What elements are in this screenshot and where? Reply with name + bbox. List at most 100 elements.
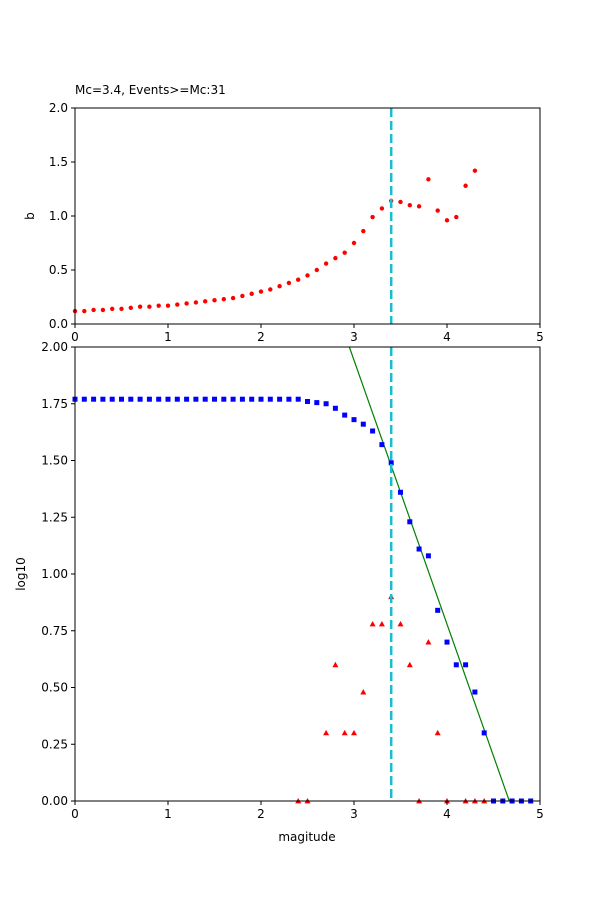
noncumulative-point — [369, 620, 376, 627]
cumulative-point — [119, 396, 124, 402]
b-value-point — [407, 203, 412, 208]
b-plot-title: Mc=3.4, Events>=Mc:31 — [75, 83, 226, 97]
y-tick-label: 0.75 — [41, 624, 68, 638]
y-tick-label: 1.00 — [41, 567, 68, 581]
b-value-point — [258, 289, 264, 294]
b-value-point — [416, 204, 422, 209]
x-tick-label: 5 — [536, 807, 544, 821]
cumulative-point — [239, 396, 245, 402]
cumulative-point — [407, 519, 413, 525]
cumulative-point — [174, 396, 180, 402]
noncumulative-point — [341, 729, 348, 736]
x-tick-label: 3 — [350, 330, 358, 344]
b-value-point — [249, 291, 254, 296]
cumulative-point — [184, 396, 190, 402]
cumulative-point — [258, 396, 264, 402]
b-value-point — [137, 304, 143, 309]
y-tick-label: 2.00 — [41, 340, 68, 354]
cumulative-point — [137, 396, 143, 402]
cumulative-point — [388, 460, 394, 466]
cumulative-point — [370, 428, 376, 434]
b-value-point — [342, 250, 347, 255]
fmd-plot-y-ticks: 0.00 0.25 0.50 0.75 1.00 1.25 1.50 1.75 2.00 — [41, 340, 75, 808]
b-value-point — [230, 295, 236, 301]
fmd-plot-xlabel: magitude — [278, 830, 335, 844]
noncumulative-point — [360, 689, 367, 695]
cumulative-point — [286, 396, 292, 402]
b-value-point — [426, 177, 431, 182]
b-value-point — [110, 306, 115, 312]
cumulative-point — [156, 396, 162, 402]
b-value-point — [240, 293, 245, 299]
cumulative-point — [146, 396, 152, 402]
noncumulative-point — [332, 661, 339, 668]
cumulative-point — [267, 396, 273, 402]
cumulative-point — [277, 396, 283, 402]
x-tick-label: 4 — [443, 330, 451, 344]
b-plot-y-ticks: 0.0 0.5 1.0 1.5 2.0 — [49, 101, 75, 331]
cumulative-point — [128, 396, 134, 402]
cumulative-point — [323, 401, 329, 407]
y-tick-label: 0.0 — [49, 317, 68, 331]
b-value-point — [156, 303, 161, 308]
y-tick-label: 0.5 — [49, 263, 68, 277]
cumulative-point — [193, 396, 199, 402]
b-value-plot: Mc=3.4, Events>=Mc:31 b 0 1 2 3 4 5 0.0 0.5 1.0… — [23, 83, 544, 344]
b-value-point — [323, 261, 329, 266]
fmd-plot-ylabel: log10 — [14, 557, 28, 591]
x-tick-label: 1 — [164, 330, 172, 344]
cumulative-point — [249, 396, 255, 402]
b-value-point — [463, 183, 468, 188]
cumulative-point — [444, 639, 450, 645]
x-tick-label: 1 — [164, 807, 172, 821]
b-value-point — [379, 206, 385, 211]
b-value-point — [296, 277, 301, 282]
b-value-point — [82, 308, 87, 314]
b-value-point — [147, 304, 152, 309]
y-tick-label: 2.0 — [49, 101, 68, 115]
y-tick-label: 0.00 — [41, 794, 68, 808]
x-tick-label: 3 — [350, 807, 358, 821]
cumulative-point — [360, 421, 366, 427]
x-tick-label: 0 — [71, 807, 79, 821]
cumulative-point — [91, 396, 97, 402]
fmd-plot-x-ticks: 0 1 2 3 4 5 — [71, 801, 544, 821]
b-value-point — [165, 303, 171, 308]
b-value-point — [128, 305, 133, 310]
b-value-point — [286, 280, 292, 286]
cumulative-point — [295, 396, 301, 402]
gr-fit-line — [348, 346, 510, 802]
b-value-point — [277, 284, 282, 289]
cumulative-point — [332, 405, 338, 411]
x-tick-label: 2 — [257, 330, 265, 344]
y-tick-label: 1.0 — [49, 209, 68, 223]
y-tick-label: 1.5 — [49, 155, 68, 169]
x-tick-label: 2 — [257, 807, 265, 821]
b-value-point — [268, 287, 273, 292]
x-tick-label: 0 — [71, 330, 79, 344]
noncumulative-point — [323, 729, 330, 736]
noncumulative-point — [351, 729, 357, 736]
cumulative-point — [81, 396, 87, 402]
b-value-point — [472, 168, 478, 173]
cumulative-point — [453, 662, 459, 668]
cumulative-point — [165, 396, 171, 402]
cumulative-point — [230, 396, 236, 402]
noncumulative-point — [397, 620, 404, 627]
cumulative-point — [305, 398, 310, 404]
cumulative-point — [351, 417, 357, 423]
y-tick-label: 0.25 — [41, 737, 68, 751]
cumulative-point — [481, 730, 487, 736]
b-value-point — [370, 214, 375, 220]
cumulative-point — [212, 396, 217, 402]
b-value-point — [119, 306, 124, 312]
cumulative-point — [342, 412, 348, 418]
x-tick-label: 5 — [536, 330, 544, 344]
cumulative-point — [221, 396, 227, 402]
b-value-point — [91, 307, 96, 313]
cumulative-point — [202, 396, 208, 402]
noncumulative-point — [434, 729, 441, 736]
b-value-point — [454, 214, 459, 220]
